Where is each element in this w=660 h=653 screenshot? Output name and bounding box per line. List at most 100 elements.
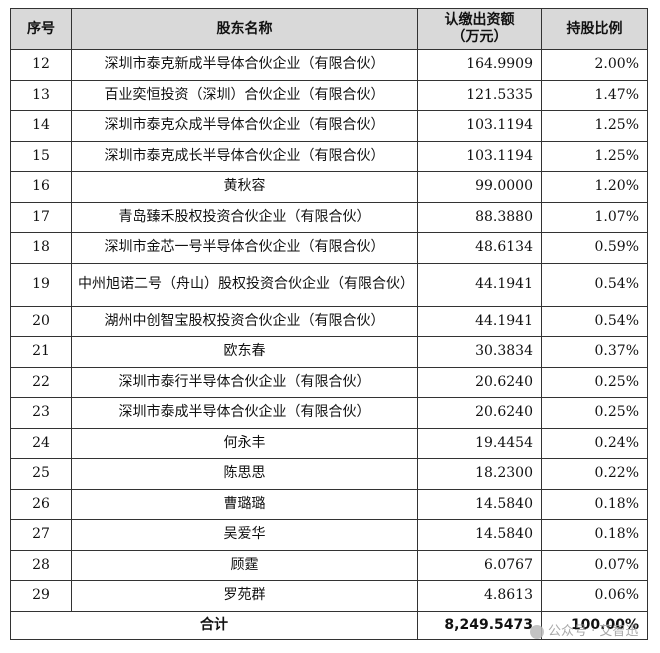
row-index: 24 (10, 427, 72, 459)
row-name: 顾霆 (71, 549, 418, 581)
row-ratio: 0.06% (541, 580, 648, 612)
row-ratio: 0.07% (541, 549, 648, 581)
row-ratio: 0.25% (541, 397, 648, 429)
row-ratio: 0.25% (541, 366, 648, 398)
row-index: 18 (10, 232, 72, 264)
table-row: 14 深圳市泰克众成半导体合伙企业（有限合伙） 103.1194 1.25% (10, 110, 648, 142)
row-ratio: 0.54% (541, 305, 648, 337)
row-name: 青岛臻禾股权投资合伙企业（有限合伙） (71, 201, 418, 233)
row-index: 21 (10, 336, 72, 368)
row-ratio: 0.24% (541, 427, 648, 459)
shareholder-table: 序号 股东名称 认缴出资额 （万元） 持股比例 12 深圳市泰克新成半导体合伙企业… (10, 8, 648, 640)
row-index: 26 (10, 488, 72, 520)
row-index: 13 (10, 79, 72, 111)
table-row: 28 顾霆 6.0767 0.07% (10, 549, 648, 581)
row-name: 何永丰 (71, 427, 418, 459)
row-amount: 30.3834 (417, 336, 542, 368)
header-index: 序号 (10, 8, 72, 50)
header-ratio: 持股比例 (541, 8, 648, 50)
table-row: 27 吴爱华 14.5840 0.18% (10, 519, 648, 551)
table-row: 15 深圳市泰克成长半导体合伙企业（有限合伙） 103.1194 1.25% (10, 140, 648, 172)
row-ratio: 0.37% (541, 336, 648, 368)
row-name: 中州旭诺二号（舟山）股权投资合伙企业（有限合伙） (71, 262, 418, 307)
row-name: 曹璐璐 (71, 488, 418, 520)
row-index: 27 (10, 519, 72, 551)
row-ratio: 1.25% (541, 140, 648, 172)
header-name: 股东名称 (71, 8, 418, 50)
row-ratio: 0.59% (541, 232, 648, 264)
row-index: 28 (10, 549, 72, 581)
watermark-text: 公众号 · 艾智迅 (548, 624, 639, 639)
table-row: 21 欧东春 30.3834 0.37% (10, 336, 648, 368)
row-name: 吴爱华 (71, 519, 418, 551)
table-row: 26 曹璐璐 14.5840 0.18% (10, 488, 648, 520)
row-ratio: 1.25% (541, 110, 648, 142)
row-amount: 44.1941 (417, 305, 542, 337)
row-name: 深圳市金芯一号半导体合伙企业（有限合伙） (71, 232, 418, 264)
row-ratio: 0.18% (541, 488, 648, 520)
row-index: 23 (10, 397, 72, 429)
row-name: 深圳市泰克成长半导体合伙企业（有限合伙） (71, 140, 418, 172)
header-amount: 认缴出资额 （万元） (417, 8, 542, 50)
row-name: 欧东春 (71, 336, 418, 368)
row-index: 17 (10, 201, 72, 233)
table-row: 13 百业奕恒投资（深圳）合伙企业（有限合伙） 121.5335 1.47% (10, 79, 648, 111)
row-index: 20 (10, 305, 72, 337)
row-amount: 4.8613 (417, 580, 542, 612)
row-ratio: 1.07% (541, 201, 648, 233)
row-ratio: 2.00% (541, 49, 648, 81)
table-row: 12 深圳市泰克新成半导体合伙企业（有限合伙） 164.9909 2.00% (10, 49, 648, 81)
row-amount: 121.5335 (417, 79, 542, 111)
row-index: 12 (10, 49, 72, 81)
table-row: 25 陈思思 18.2300 0.22% (10, 458, 648, 490)
row-ratio: 0.54% (541, 262, 648, 307)
row-index: 25 (10, 458, 72, 490)
row-index: 15 (10, 140, 72, 172)
row-name: 深圳市泰克新成半导体合伙企业（有限合伙） (71, 49, 418, 81)
wechat-logo-icon (530, 624, 544, 639)
table-row: 16 黄秋容 99.0000 1.20% (10, 171, 648, 203)
row-ratio: 1.47% (541, 79, 648, 111)
total-amount: 8,249.5473 (417, 610, 542, 640)
table-row: 20 湖州中创智宝股权投资合伙企业（有限合伙） 44.1941 0.54% (10, 305, 648, 337)
row-index: 19 (10, 262, 72, 307)
table-row: 29 罗苑群 4.8613 0.06% (10, 580, 648, 612)
row-name: 陈思思 (71, 458, 418, 490)
row-index: 14 (10, 110, 72, 142)
table-row: 23 深圳市泰成半导体合伙企业（有限合伙） 20.6240 0.25% (10, 397, 648, 429)
row-amount: 99.0000 (417, 171, 542, 203)
row-amount: 18.2300 (417, 458, 542, 490)
row-amount: 48.6134 (417, 232, 542, 264)
row-amount: 6.0767 (417, 549, 542, 581)
row-name: 深圳市泰成半导体合伙企业（有限合伙） (71, 397, 418, 429)
table-row: 22 深圳市泰行半导体合伙企业（有限合伙） 20.6240 0.25% (10, 366, 648, 398)
total-label: 合计 (10, 610, 418, 640)
row-name: 深圳市泰行半导体合伙企业（有限合伙） (71, 366, 418, 398)
row-amount: 103.1194 (417, 110, 542, 142)
row-name: 湖州中创智宝股权投资合伙企业（有限合伙） (71, 305, 418, 337)
row-amount: 14.5840 (417, 519, 542, 551)
total-ratio: 100.00% (541, 610, 648, 640)
row-amount: 164.9909 (417, 49, 542, 81)
table-row: 18 深圳市金芯一号半导体合伙企业（有限合伙） 48.6134 0.59% (10, 232, 648, 264)
row-amount: 14.5840 (417, 488, 542, 520)
row-amount: 20.6240 (417, 397, 542, 429)
row-name: 罗苑群 (71, 580, 418, 612)
row-amount: 19.4454 (417, 427, 542, 459)
row-index: 22 (10, 366, 72, 398)
row-amount: 88.3880 (417, 201, 542, 233)
table-row: 19 中州旭诺二号（舟山）股权投资合伙企业（有限合伙） 44.1941 0.54% (10, 262, 648, 307)
row-ratio: 0.18% (541, 519, 648, 551)
row-name: 黄秋容 (71, 171, 418, 203)
watermark: 公众号 · 艾智迅 (530, 620, 638, 639)
table-row: 24 何永丰 19.4454 0.24% (10, 427, 648, 459)
table-row: 17 青岛臻禾股权投资合伙企业（有限合伙） 88.3880 1.07% (10, 201, 648, 233)
row-ratio: 0.22% (541, 458, 648, 490)
row-amount: 20.6240 (417, 366, 542, 398)
row-name: 深圳市泰克众成半导体合伙企业（有限合伙） (71, 110, 418, 142)
table-header-row: 序号 股东名称 认缴出资额 （万元） 持股比例 (10, 8, 648, 50)
row-ratio: 1.20% (541, 171, 648, 203)
row-index: 16 (10, 171, 72, 203)
row-index: 29 (10, 580, 72, 612)
row-amount: 103.1194 (417, 140, 542, 172)
